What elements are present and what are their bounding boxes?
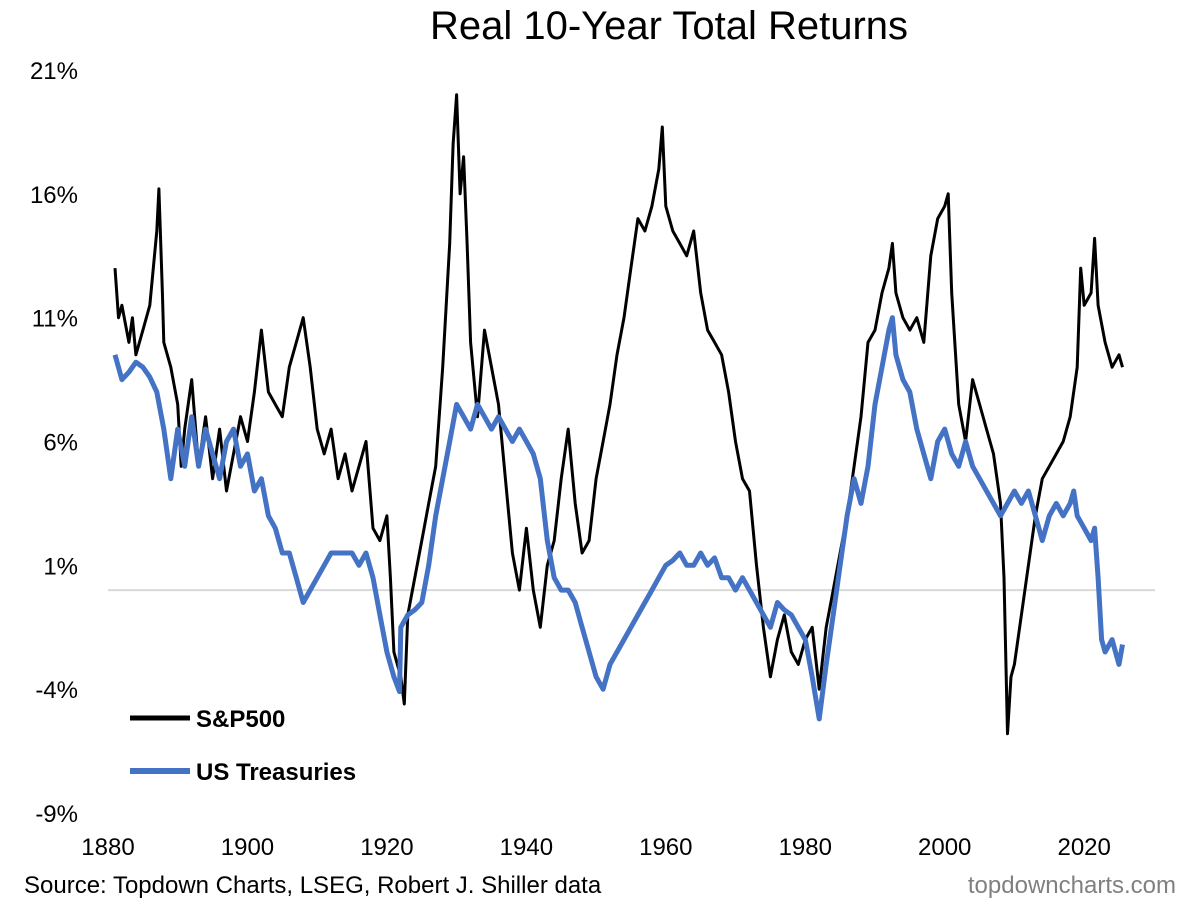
legend-label-sp500: S&P500 (196, 706, 285, 733)
chart-title: Real 10-Year Total Returns (429, 4, 909, 48)
x-tick-label: 2000 (918, 834, 971, 861)
legend: S&P500 US Treasuries (130, 706, 356, 786)
y-tick-label: 21% (30, 58, 78, 85)
x-axis: 1880 1900 1920 1940 1960 1980 2000 2020 (81, 834, 1111, 861)
x-tick-label: 1900 (221, 834, 274, 861)
y-tick-label: 11% (32, 306, 78, 333)
source-note: Source: Topdown Charts, LSEG, Robert J. … (24, 872, 602, 899)
series-line-sp500 (113, 93, 1124, 736)
x-tick-label: 1980 (779, 834, 832, 861)
x-tick-label: 1960 (639, 834, 692, 861)
x-tick-label: 2020 (1057, 834, 1110, 861)
series-line-treasuries (112, 315, 1125, 722)
y-tick-label: 1% (43, 553, 78, 580)
y-axis: 21% 16% 11% 6% 1% -4% -9% (30, 58, 78, 828)
y-tick-label: -4% (35, 677, 78, 704)
y-tick-label: 6% (43, 430, 78, 457)
x-tick-label: 1920 (360, 834, 413, 861)
plot-area (108, 93, 1155, 736)
x-tick-label: 1940 (500, 834, 553, 861)
legend-label-treasuries: US Treasuries (196, 759, 356, 786)
watermark: topdowncharts.com (967, 872, 1176, 899)
y-tick-label: -9% (35, 801, 78, 828)
y-tick-label: 16% (30, 182, 78, 209)
x-tick-label: 1880 (81, 834, 134, 861)
